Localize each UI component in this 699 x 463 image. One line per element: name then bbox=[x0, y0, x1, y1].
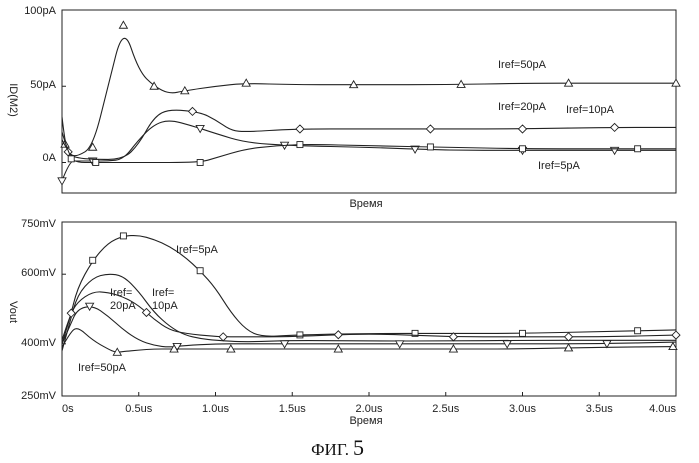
bottom-y-tick-750: 750mV bbox=[21, 218, 57, 230]
bottom-marker-iref-50pa-lower-4 bbox=[448, 344, 459, 353]
bottom-marker-iref-50pa-lower-0 bbox=[112, 347, 123, 356]
top-marker-iref-5pa-0 bbox=[67, 155, 75, 163]
top-marker-iref-10pa-1 bbox=[187, 106, 198, 117]
bottom-marker-iref-10pa-5 bbox=[563, 332, 574, 342]
bottom-label-iref-20pa-line2: 20pA bbox=[110, 300, 136, 312]
top-marker-iref-50pa-5 bbox=[241, 78, 251, 87]
bottom-label-iref-10pa-line1: Iref= bbox=[152, 287, 174, 299]
bottom-marker-iref-5pa-6 bbox=[634, 327, 642, 335]
bottom-label-iref-20pa-line1: Iref= bbox=[110, 287, 132, 299]
top-marker-iref-50pa-8 bbox=[563, 78, 574, 87]
bottom-y-tick-400: 400mV bbox=[21, 337, 57, 349]
top-marker-iref-5pa-1 bbox=[92, 159, 100, 166]
bottom-marker-iref-50pa-2 bbox=[279, 340, 290, 349]
top-marker-iref-50pa-7 bbox=[456, 79, 466, 88]
bottom-plot-area bbox=[61, 221, 681, 397]
bottom-marker-iref-10pa-2 bbox=[218, 332, 228, 342]
bottom-label-iref-10pa-line2: 10pA bbox=[152, 300, 178, 312]
top-marker-iref-20pa-0 bbox=[57, 177, 67, 186]
bottom-marker-iref-50pa-0 bbox=[84, 302, 95, 312]
bottom-marker-iref-10pa-6 bbox=[671, 330, 681, 340]
figure-caption-label: ФИГ. bbox=[311, 440, 349, 459]
top-y-tick-50: 50pA bbox=[30, 79, 56, 91]
bottom-x-tick-label-6: 3.0us bbox=[509, 403, 536, 415]
bottom-marker-iref-50pa-5 bbox=[602, 340, 612, 349]
top-label-iref-50pa: Iref=50pA bbox=[498, 59, 547, 71]
top-x-axis-label: Время bbox=[349, 198, 382, 210]
figure-caption-number: 5 bbox=[353, 435, 364, 460]
bottom-label-iref-50pa: Iref=50pA bbox=[78, 362, 127, 374]
top-marker-iref-50pa-4 bbox=[180, 85, 190, 95]
top-marker-iref-50pa-3 bbox=[149, 81, 159, 90]
bottom-x-tick-label-1: 0.5us bbox=[125, 403, 152, 415]
top-y-tick-100: 100pA bbox=[24, 5, 56, 17]
top-y-axis-label: ID(M2) bbox=[7, 83, 19, 117]
bottom-marker-iref-5pa-3 bbox=[296, 331, 304, 339]
bottom-series-line-iref-50pa bbox=[61, 306, 677, 348]
top-plot-frame bbox=[61, 9, 677, 194]
bottom-marker-iref-5pa-4 bbox=[411, 329, 419, 337]
top-marker-iref-50pa-9 bbox=[671, 78, 681, 87]
bottom-label-iref-5pa: Iref=5pA bbox=[176, 244, 219, 256]
top-marker-iref-5pa-6 bbox=[634, 145, 642, 153]
top-marker-iref-10pa-4 bbox=[517, 124, 528, 134]
top-label-iref-20pa: Iref=20pA bbox=[498, 101, 547, 113]
top-marker-iref-50pa-6 bbox=[348, 79, 359, 89]
bottom-marker-iref-10pa-0 bbox=[66, 308, 76, 318]
top-marker-iref-20pa-2 bbox=[195, 124, 205, 134]
top-marker-iref-5pa-2 bbox=[196, 159, 204, 166]
bottom-series-line-iref-20pa bbox=[61, 273, 676, 351]
bottom-marker-iref-5pa-2 bbox=[196, 267, 204, 275]
bottom-x-tick-label-5: 2.5us bbox=[432, 403, 459, 415]
bottom-marker-iref-50pa-lower-5 bbox=[563, 343, 574, 352]
top-marker-iref-50pa-1 bbox=[87, 142, 98, 151]
top-marker-iref-10pa-5 bbox=[609, 122, 620, 133]
top-marker-iref-5pa-4 bbox=[426, 143, 434, 151]
bottom-marker-iref-10pa-3 bbox=[333, 330, 343, 340]
bottom-x-tick-label-8: 4.0us bbox=[649, 403, 676, 415]
top-marker-iref-5pa-5 bbox=[519, 145, 526, 153]
bottom-y-axis-label: Vout bbox=[7, 301, 19, 323]
bottom-x-tick-label-0: 0s bbox=[62, 403, 74, 415]
bottom-marker-iref-10pa-1 bbox=[141, 307, 152, 318]
top-marker-iref-20pa-4 bbox=[410, 145, 420, 154]
bottom-marker-iref-50pa-lower-3 bbox=[333, 344, 344, 353]
top-marker-iref-50pa-0 bbox=[60, 139, 70, 148]
top-label-iref-10pa: Iref=10pA bbox=[566, 104, 615, 116]
bottom-marker-iref-50pa-lower-1 bbox=[169, 344, 179, 353]
bottom-marker-iref-50pa-3 bbox=[394, 340, 405, 349]
top-series-line-iref-50pa bbox=[61, 37, 676, 157]
bottom-marker-iref-50pa-lower-6 bbox=[668, 341, 678, 351]
top-y-tick-0: 0A bbox=[43, 152, 57, 164]
top-marker-iref-50pa-2 bbox=[118, 20, 129, 29]
bottom-x-tick-label-2: 1.0us bbox=[202, 403, 229, 415]
top-marker-iref-10pa-2 bbox=[295, 124, 305, 134]
bottom-y-tick-250: 250mV bbox=[21, 390, 57, 402]
top-plot-area bbox=[57, 9, 681, 186]
bottom-marker-iref-50pa-4 bbox=[502, 340, 512, 349]
bottom-x-tick-label-3: 1.5us bbox=[279, 403, 306, 415]
bottom-y-tick-600: 600mV bbox=[21, 267, 57, 279]
bottom-marker-iref-5pa-1 bbox=[119, 232, 127, 240]
top-series-line-iref-10pa bbox=[61, 109, 676, 160]
bottom-marker-iref-10pa-4 bbox=[448, 332, 459, 342]
top-marker-iref-5pa-3 bbox=[296, 141, 304, 149]
top-series-line-iref-20pa bbox=[61, 120, 676, 181]
top-series-line-iref-5pa bbox=[61, 131, 676, 164]
bottom-marker-iref-5pa-0 bbox=[89, 256, 97, 264]
bottom-x-tick-label-4: 2.0us bbox=[356, 403, 383, 415]
bottom-x-ticks: 0s 0.5us 1.0us 1.5us 2.0us 2.5us 3.0us 3.5us 4.0… bbox=[61, 392, 677, 415]
bottom-x-tick-label-7: 3.5us bbox=[586, 403, 613, 415]
top-marker-iref-10pa-3 bbox=[425, 124, 436, 134]
top-label-iref-5pa: Iref=5pA bbox=[538, 160, 581, 172]
bottom-x-axis-label: Время bbox=[349, 415, 382, 427]
bottom-marker-iref-5pa-5 bbox=[519, 329, 526, 337]
bottom-marker-iref-50pa-lower-2 bbox=[226, 344, 236, 353]
